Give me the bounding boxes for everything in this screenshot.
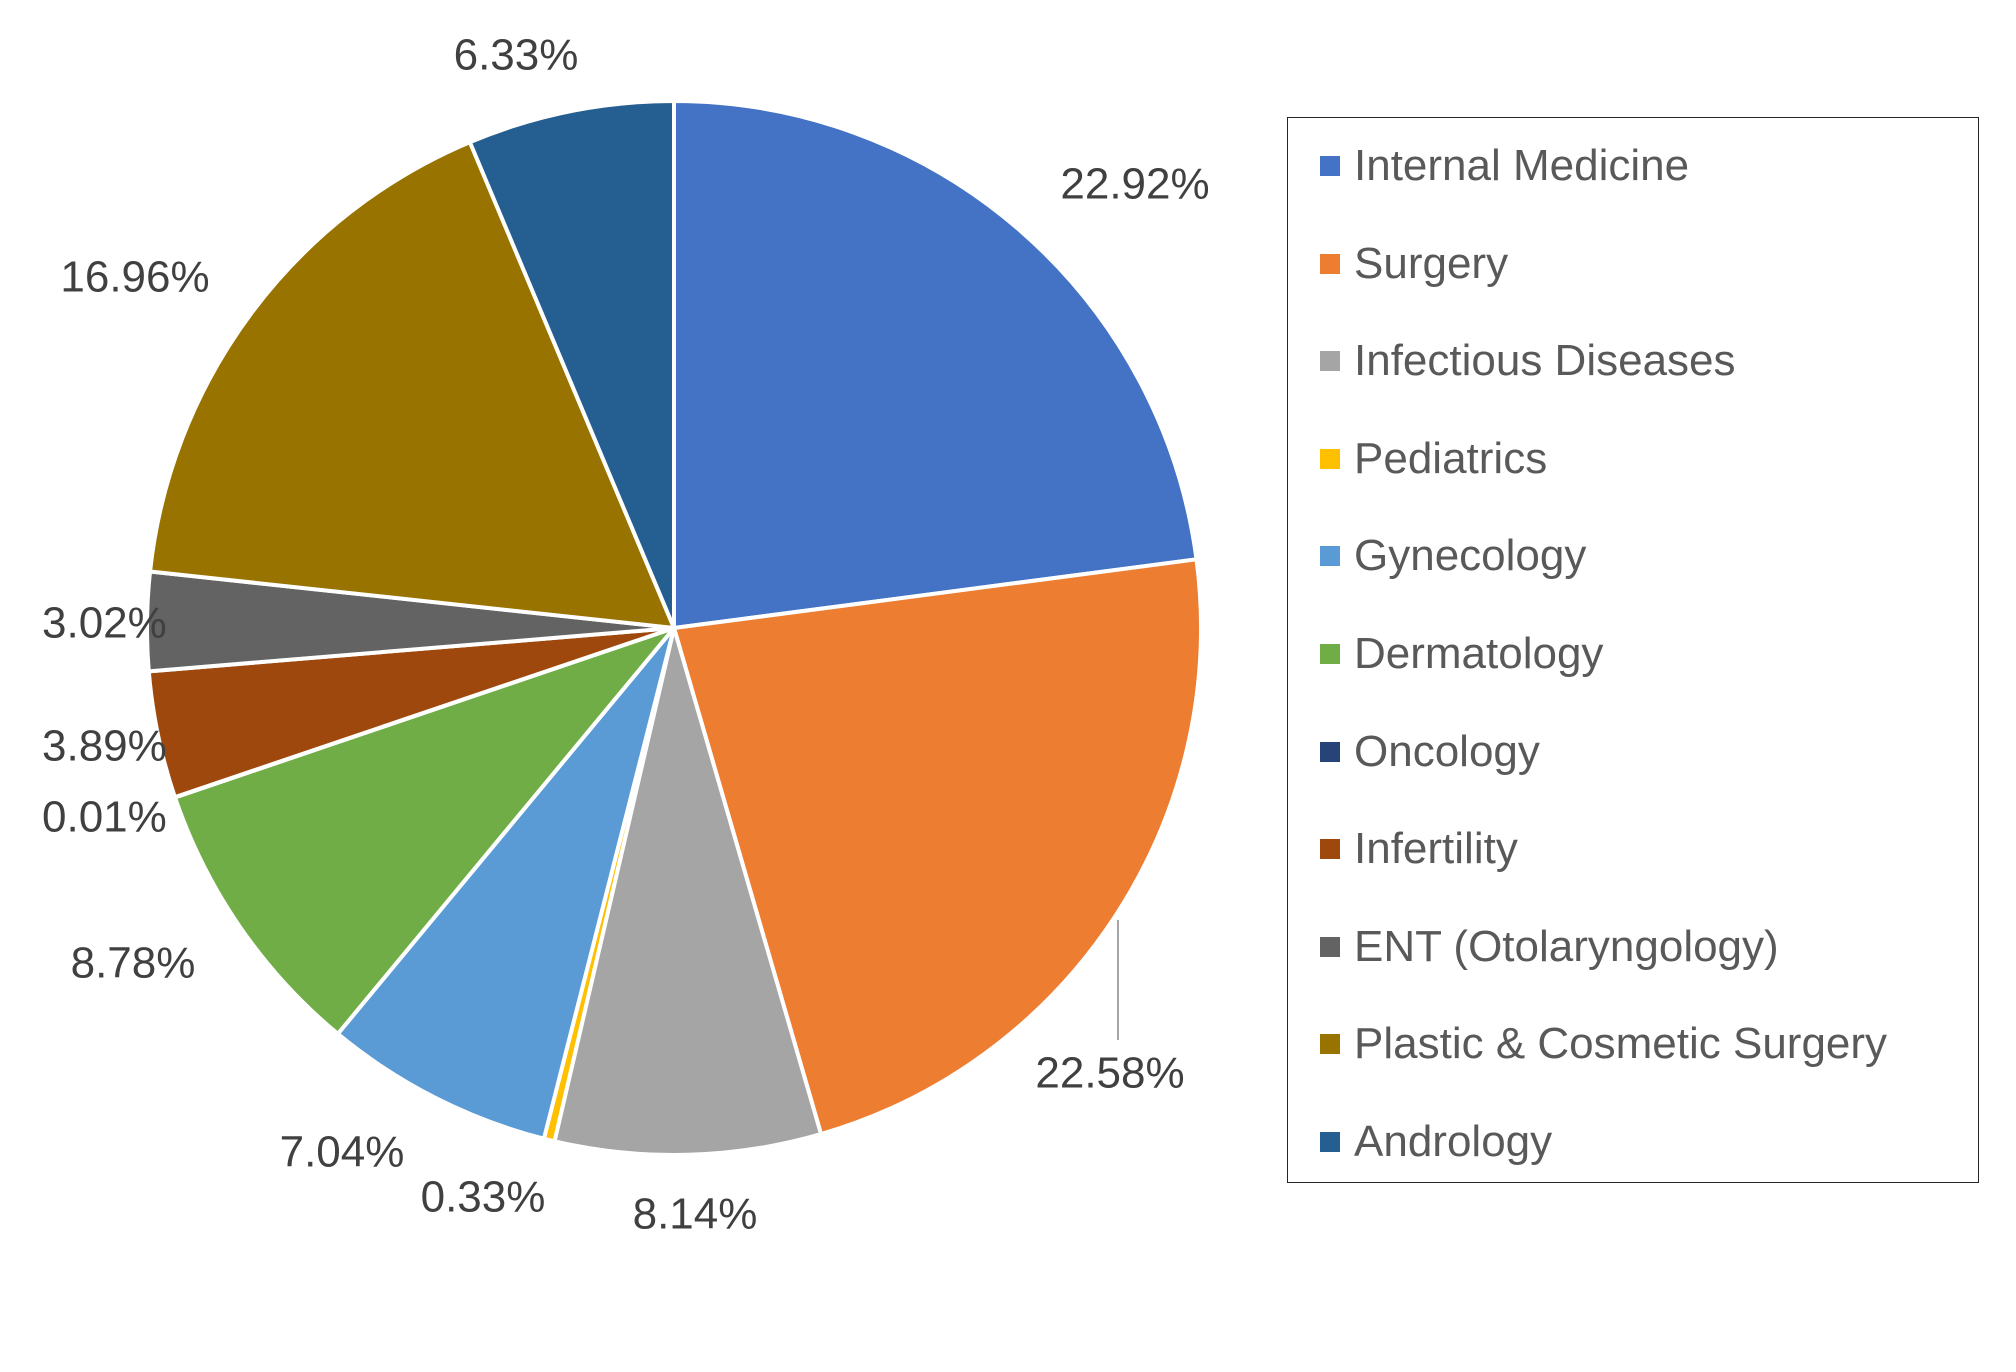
- data-label-pediatrics: 0.33%: [421, 1173, 546, 1222]
- legend-item-andrology: Andrology: [1320, 1112, 1552, 1172]
- data-labels: 22.92% 22.58% 8.14% 0.33% 7.04% 8.78% 0.01% 3.8…: [42, 31, 1210, 1239]
- legend-swatch: [1320, 448, 1340, 469]
- legend-swatch: [1320, 156, 1340, 176]
- legend-swatch: [1320, 546, 1340, 567]
- legend-label: Andrology: [1354, 1117, 1553, 1166]
- data-label-surgery: 22.58%: [1035, 1049, 1184, 1098]
- pie-slice-gynecology: [335, 626, 676, 1141]
- data-label-infertility: 3.89%: [42, 722, 167, 771]
- legend-item-surgery: Surgery: [1320, 234, 1508, 294]
- legend: Internal Medicine Surgery Infectious Disea…: [1287, 117, 1979, 1183]
- legend-item-infertility: Infertility: [1320, 819, 1518, 879]
- legend-label: Dermatology: [1354, 629, 1604, 678]
- legend-item-oncology: Oncology: [1320, 722, 1540, 782]
- legend-swatch: [1320, 1034, 1340, 1055]
- data-label-oncology: 0.01%: [42, 793, 167, 842]
- data-label-dermatology: 8.78%: [71, 939, 196, 988]
- pie-slice-plastic-cosmetic-surgery: [148, 140, 676, 630]
- legend-item-plastic-cosmetic-surgery: Plastic & Cosmetic Surgery: [1320, 1014, 1887, 1074]
- legend-swatch: [1320, 351, 1340, 372]
- pie-slice-dermatology: [172, 626, 676, 1036]
- legend-swatch: [1320, 839, 1340, 860]
- legend-item-infectious-diseases: Infectious Diseases: [1320, 331, 1736, 391]
- legend-swatch: [1320, 741, 1340, 762]
- legend-item-gynecology: Gynecology: [1320, 526, 1586, 586]
- legend-label: Infectious Diseases: [1354, 336, 1736, 386]
- legend-label: ENT (Otolaryngology): [1354, 921, 1779, 971]
- data-label-infectious-diseases: 8.14%: [633, 1190, 758, 1239]
- legend-label: Gynecology: [1354, 531, 1587, 581]
- legend-item-ent-otolaryngology: ENT (Otolaryngology): [1320, 917, 1779, 977]
- data-label-gynecology: 7.04%: [280, 1128, 405, 1177]
- data-label-ent-otolaryngology: 3.02%: [42, 599, 167, 648]
- pie-slices: [145, 99, 1203, 1157]
- legend-label: Plastic & Cosmetic Surgery: [1354, 1019, 1888, 1069]
- pie-slice-infectious-diseases: [552, 626, 824, 1157]
- legend-swatch: [1320, 936, 1340, 957]
- data-label-andrology: 6.33%: [454, 31, 579, 80]
- data-label-internal-medicine: 22.92%: [1060, 160, 1209, 209]
- legend-item-pediatrics: Pediatrics: [1320, 429, 1547, 489]
- legend-item-dermatology: Dermatology: [1320, 624, 1603, 684]
- legend-swatch: [1320, 1132, 1340, 1152]
- legend-swatch: [1320, 253, 1340, 274]
- legend-label: Internal Medicine: [1354, 141, 1690, 190]
- legend-swatch: [1320, 644, 1340, 664]
- legend-label: Infertility: [1354, 824, 1518, 874]
- legend-label: Oncology: [1354, 726, 1540, 776]
- legend-item-internal-medicine: Internal Medicine: [1320, 136, 1689, 196]
- pie-slice-internal-medicine: [672, 99, 1199, 630]
- pie-slice-surgery: [672, 557, 1203, 1137]
- pie-slice-andrology: [467, 99, 676, 630]
- legend-label: Pediatrics: [1354, 433, 1548, 483]
- legend-label: Surgery: [1354, 238, 1509, 288]
- data-label-plastic-cosmetic-surgery: 16.96%: [60, 253, 209, 302]
